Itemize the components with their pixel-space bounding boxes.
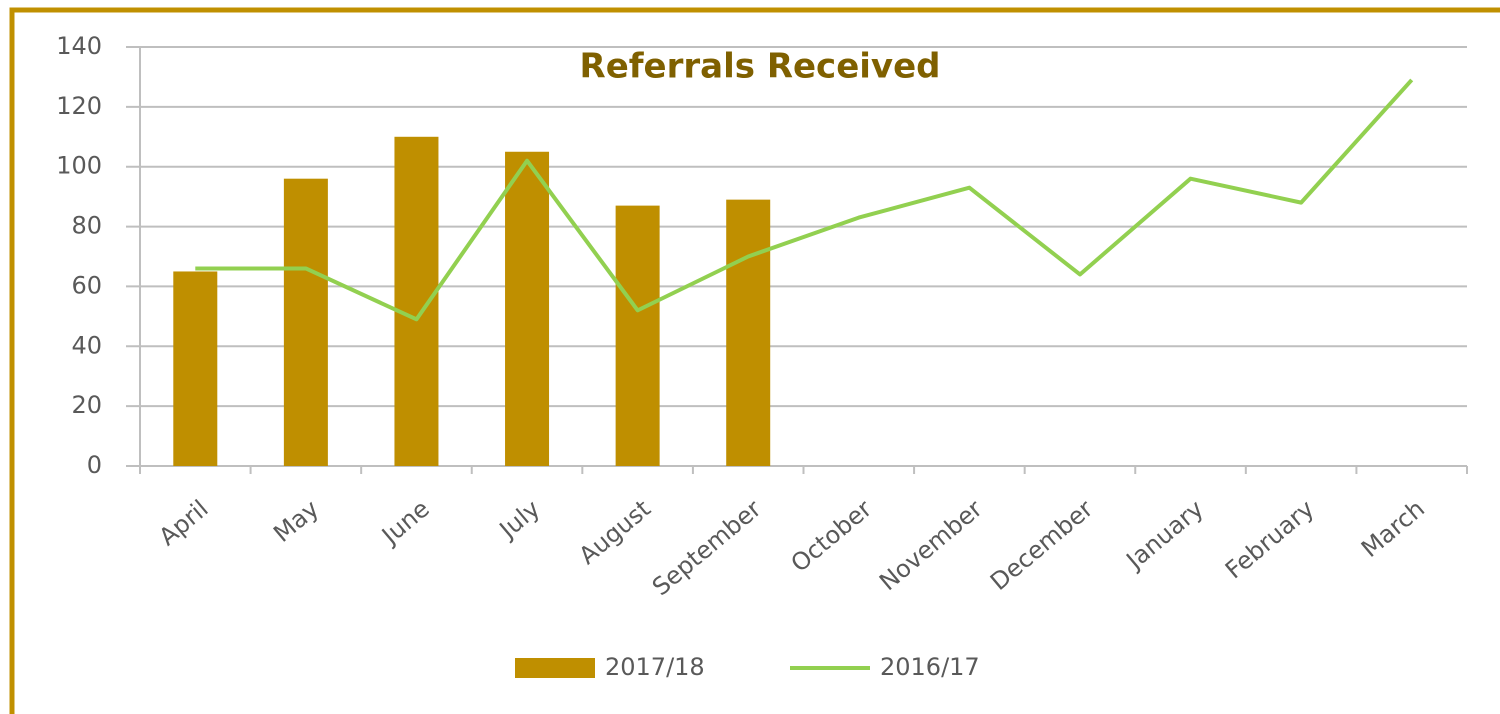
bar (505, 151, 550, 466)
y-tick-label: 20 (71, 391, 102, 419)
legend-label: 2016/17 (880, 653, 980, 681)
bar (173, 271, 218, 466)
bar (283, 178, 328, 466)
y-tick-label: 100 (56, 152, 102, 180)
bar (726, 199, 771, 466)
y-tick-label: 0 (87, 451, 102, 479)
y-tick-label: 80 (71, 212, 102, 240)
bar (615, 205, 660, 466)
y-tick-label: 60 (71, 271, 102, 299)
chart-title: Referrals Received (580, 47, 941, 87)
frame (9, 7, 1500, 714)
y-tick-label: 140 (56, 32, 102, 60)
legend-swatch (515, 658, 595, 678)
legend-label: 2017/18 (605, 653, 705, 681)
y-tick-label: 120 (56, 92, 102, 120)
bar (394, 136, 439, 467)
y-tick-label: 40 (71, 331, 102, 359)
line (195, 78, 1414, 322)
